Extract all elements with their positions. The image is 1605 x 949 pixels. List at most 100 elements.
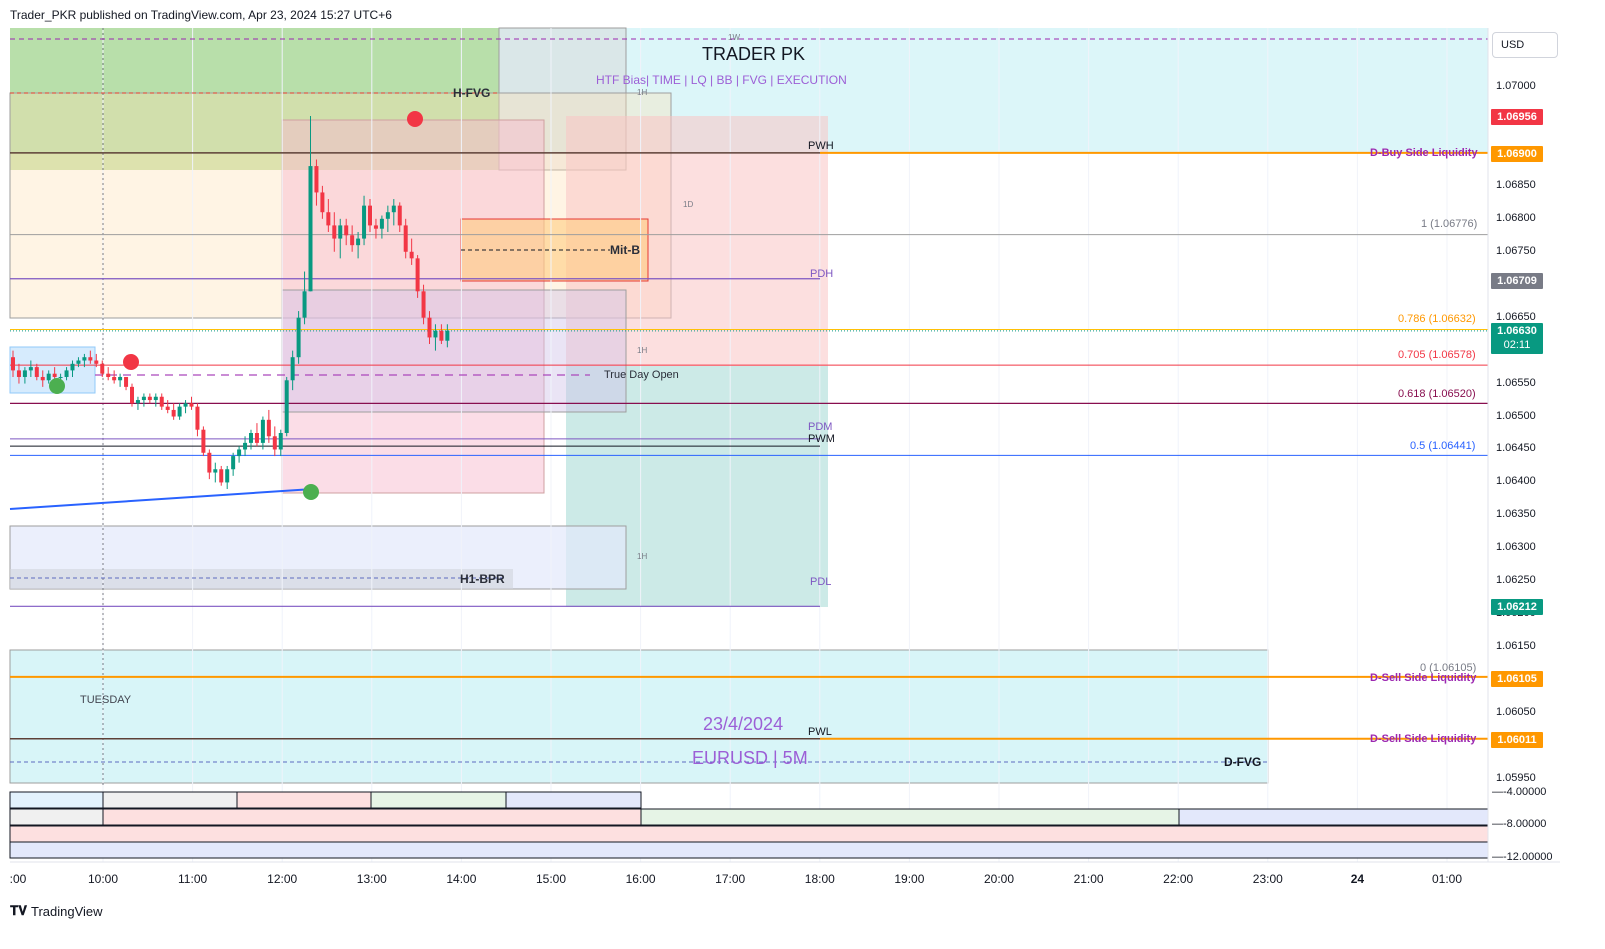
candle-body	[141, 396, 146, 401]
chart-title: TRADER PK	[702, 44, 806, 64]
time-axis-label: :00	[9, 872, 27, 886]
price-axis-label: 1.06350	[1496, 508, 1536, 521]
price-axis-label: 1.06650	[1496, 310, 1536, 323]
candle-body	[34, 367, 39, 377]
price-badge-pdh: 1.06709	[1491, 273, 1543, 289]
currency-selector[interactable]: USD	[1492, 32, 1558, 58]
price-badge-sell-side-2: 1.06011	[1491, 732, 1543, 748]
pwm-label: PWM	[808, 433, 835, 445]
candle-body	[344, 225, 349, 236]
candle-body	[219, 469, 224, 483]
pwh-label: PWH	[808, 140, 834, 152]
candle-body	[409, 251, 414, 259]
price-axis-label: 1.06850	[1496, 178, 1536, 191]
tf-1h-label-c: 1H	[637, 552, 648, 561]
grid-layer	[102, 28, 1448, 862]
candle-body	[379, 218, 384, 229]
time-axis-label: 11:00	[178, 872, 208, 886]
fib-786-label: 0.786 (1.06632)	[1398, 313, 1476, 325]
pdh-label: PDH	[810, 268, 834, 280]
candle-body	[368, 205, 372, 226]
candle-body	[153, 396, 158, 401]
price-axis-label: 1.06750	[1496, 244, 1536, 257]
pdl-label: PDL	[810, 576, 832, 588]
oscillator-panel	[9, 791, 1489, 859]
price-axis-label: 1.06250	[1496, 574, 1536, 587]
tf-1h-label-b: 1H	[637, 346, 648, 355]
session-box	[505, 791, 642, 809]
candle-body	[165, 406, 170, 410]
true-day-open-label: True Day Open	[604, 369, 679, 381]
candle-body	[130, 386, 134, 404]
candle-body	[302, 291, 307, 318]
publisher-line: Trader_PKR published on TradingView.com,…	[10, 8, 392, 22]
swing-high-marker	[123, 354, 139, 370]
candle-body	[266, 419, 271, 437]
tf-1d-label: 1D	[683, 200, 694, 209]
price-axis-label: 1.06450	[1496, 442, 1536, 455]
candle-body	[213, 469, 218, 473]
session-box	[9, 791, 104, 809]
candle-body	[427, 317, 432, 338]
time-axis-label: 01:00	[1431, 872, 1463, 886]
tf-1h-label-a: 1H	[637, 88, 648, 97]
candle-body	[189, 403, 194, 407]
bar-countdown: 02:11	[1503, 339, 1531, 351]
candle-body	[237, 449, 242, 457]
candle-body	[272, 436, 277, 450]
time-axis-label: 22:00	[1163, 872, 1194, 886]
date-label: 23/4/2024	[703, 714, 784, 734]
candle-body	[284, 380, 289, 433]
day-label: TUESDAY	[80, 694, 132, 706]
osc-axis-label: —-12.00000	[1492, 851, 1553, 863]
time-axis-label: 15:00	[535, 872, 567, 886]
candle-body	[397, 205, 402, 226]
osc-axis-label: —-4.00000	[1492, 786, 1547, 798]
candle-body	[22, 370, 27, 377]
candle-body	[82, 357, 87, 361]
swing-low-marker	[49, 378, 65, 394]
candle-body	[159, 396, 164, 407]
current-price: 1.06630	[1497, 325, 1537, 337]
candle-body	[314, 166, 319, 193]
fib-5-label: 0.5 (1.06441)	[1410, 440, 1476, 452]
candle-body	[421, 291, 426, 318]
price-axis-label: 1.05950	[1496, 772, 1536, 784]
session-box	[370, 791, 507, 809]
candle-body	[362, 205, 367, 239]
time-axis-label: 18:00	[804, 872, 835, 886]
candle-body	[231, 456, 236, 470]
candle-body	[183, 403, 188, 407]
fib-705-label: 0.705 (1.06578)	[1398, 349, 1476, 361]
session-box	[9, 825, 1489, 843]
candle-body	[207, 452, 212, 473]
time-axis-label: 14:00	[446, 872, 477, 886]
h1-bpr-zone-a	[281, 289, 627, 413]
candle-body	[46, 373, 51, 381]
marks-layer	[49, 111, 423, 500]
candle-body	[290, 357, 295, 381]
price-axis-label: 1.06300	[1496, 541, 1536, 554]
chart-subtitle: HTF Bias| TIME | LQ | BB | FVG | EXECUTI…	[596, 73, 847, 87]
fib-0-label: 0 (1.06105)	[1420, 662, 1477, 674]
time-axis-label: 17:00	[715, 872, 746, 886]
time-axis-label: 23:00	[1252, 872, 1283, 886]
symbol-label: EURUSD | 5M	[692, 748, 808, 768]
tf-1w-label: 1W	[728, 33, 740, 42]
price-axis-label: 1.06400	[1496, 475, 1536, 488]
session-box	[9, 808, 104, 826]
candle-body	[326, 212, 331, 226]
d-fvg-label: D-FVG	[1224, 755, 1262, 769]
candle-body	[308, 166, 313, 292]
candle-body	[94, 360, 99, 364]
tradingview-brand[interactable]: 𝐓𝐕 TradingView	[10, 903, 103, 919]
pdm-label: PDM	[808, 421, 833, 433]
session-box	[9, 841, 1489, 859]
price-badge-sell-side-1: 1.06105	[1491, 671, 1543, 687]
candle-body	[16, 370, 21, 377]
price-axis-label: 1.06050	[1496, 706, 1536, 719]
candle-body	[195, 406, 200, 430]
h1-bpr-tag-zone	[10, 569, 513, 589]
candle-body	[243, 442, 248, 450]
